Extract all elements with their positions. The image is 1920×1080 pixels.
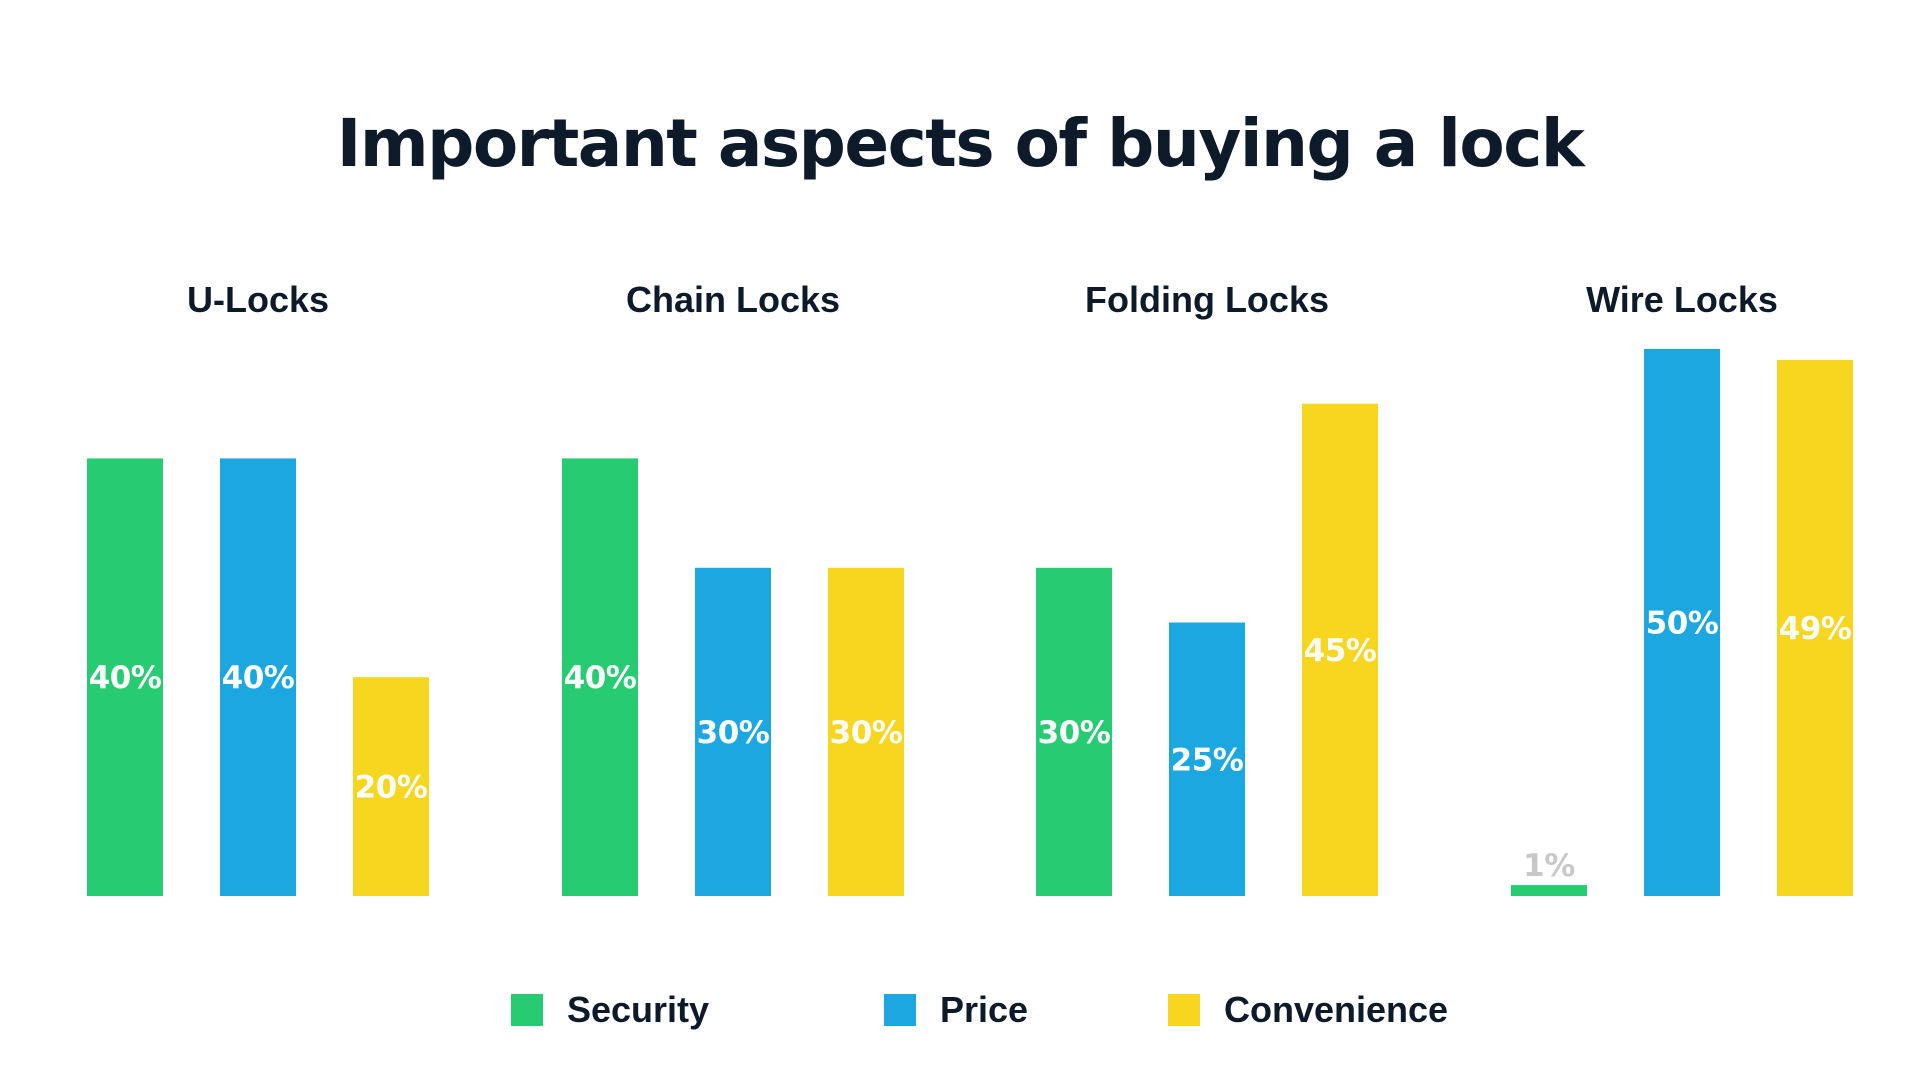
bar-u-locks-convenience (353, 677, 429, 896)
legend-item-convenience: Convenience (1168, 985, 1448, 1035)
data-label-wire-locks-convenience: 49% (1779, 611, 1852, 647)
bar-chain-locks-security (562, 458, 638, 896)
data-label-folding-locks-security: 30% (1038, 715, 1111, 751)
data-label-wire-locks-security: 1% (1523, 848, 1575, 884)
legend-label-convenience: Convenience (1224, 989, 1449, 1030)
legend-item-security: Security (511, 985, 709, 1035)
bar-wire-locks-price (1644, 349, 1720, 896)
bar-wire-locks-convenience (1777, 359, 1853, 896)
bar-chain-locks-price (695, 567, 771, 896)
data-label-folding-locks-convenience: 45% (1304, 633, 1377, 669)
bar-chain-locks-convenience (828, 567, 904, 896)
data-label-u-locks-convenience: 20% (355, 770, 428, 806)
data-label-wire-locks-price: 50% (1646, 606, 1719, 642)
data-label-u-locks-price: 40% (222, 660, 295, 696)
legend-swatch-security (511, 994, 543, 1026)
group-title-folding-locks: Folding Locks (1085, 279, 1329, 320)
legend-item-price: Price (884, 985, 1028, 1035)
bar-u-locks-price (220, 458, 296, 896)
group-title-u-locks: U-Locks (187, 279, 329, 320)
legend-label-security: Security (567, 989, 710, 1030)
legend: Security Price Convenience (0, 985, 1920, 1035)
bar-u-locks-security (87, 458, 163, 896)
data-label-chain-locks-convenience: 30% (830, 715, 903, 751)
legend-swatch-price (884, 994, 916, 1026)
bar-folding-locks-security (1036, 567, 1112, 896)
bar-folding-locks-price (1169, 622, 1245, 896)
data-label-u-locks-security: 40% (89, 660, 162, 696)
legend-label-price: Price (940, 989, 1029, 1030)
legend-swatch-convenience (1168, 994, 1200, 1026)
chart-title: Important aspects of buying a lock (336, 105, 1585, 182)
data-label-chain-locks-price: 30% (697, 715, 770, 751)
group-title-wire-locks: Wire Locks (1586, 279, 1778, 320)
bar-folding-locks-convenience (1302, 403, 1378, 896)
data-label-folding-locks-price: 25% (1171, 742, 1244, 778)
data-label-chain-locks-security: 40% (564, 660, 637, 696)
bar-wire-locks-security (1511, 885, 1587, 896)
group-title-chain-locks: Chain Locks (626, 279, 840, 320)
